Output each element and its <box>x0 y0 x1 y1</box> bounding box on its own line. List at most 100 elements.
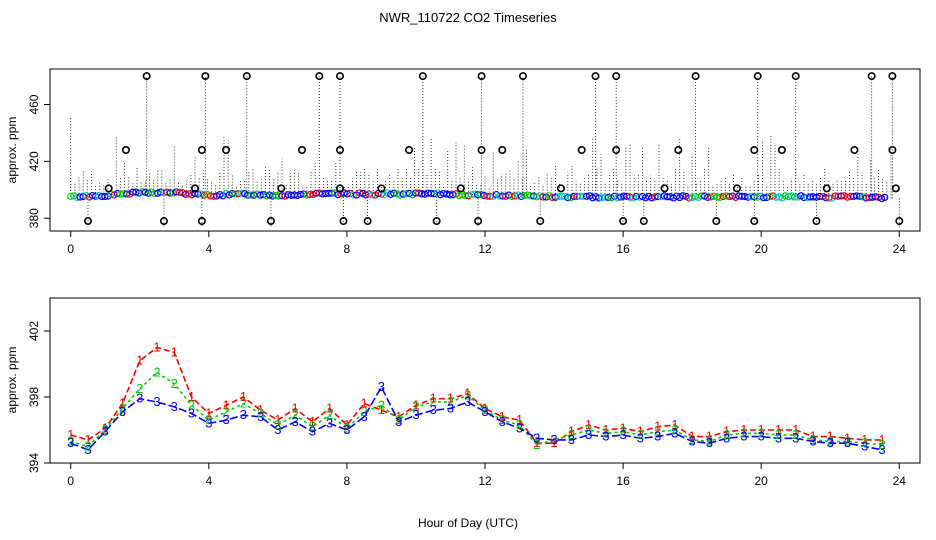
outlier-point <box>850 146 859 155</box>
bottom-series-lines <box>70 346 883 451</box>
x-tick-label: 4 <box>205 242 212 256</box>
outlier-point <box>83 217 92 226</box>
outlier-point <box>556 184 565 193</box>
series-2-marker: 2 <box>292 407 299 422</box>
y-tick-label: 394 <box>27 453 41 473</box>
baseline-point <box>175 188 184 196</box>
x-tick-label: 20 <box>755 242 769 256</box>
series-2-marker: 2 <box>222 404 229 419</box>
series-2-marker: 2 <box>689 432 696 447</box>
series-1-marker: 1 <box>827 429 834 444</box>
series-3-marker: 3 <box>119 404 126 419</box>
series-3-marker: 3 <box>102 424 109 439</box>
outlier-point <box>867 72 876 81</box>
series-2-marker: 2 <box>309 419 316 434</box>
outlier-point <box>335 146 344 155</box>
series-1-marker: 1 <box>516 412 523 427</box>
series-1-marker: 1 <box>378 402 385 417</box>
series-3-marker: 3 <box>343 422 350 437</box>
outlier-point <box>477 146 486 155</box>
series-2-marker: 2 <box>205 412 212 427</box>
series-1-marker: 1 <box>654 419 661 434</box>
outlier-point <box>750 146 759 155</box>
outlier-point <box>474 217 483 226</box>
series-1-marker: 1 <box>361 396 368 411</box>
top-panel: approx. ppm 0 4 8 12 16 20 24 380 420 460 <box>5 68 921 256</box>
x-tick-label: 20 <box>755 474 769 488</box>
series-2-marker: 2 <box>481 402 488 417</box>
outlier-point <box>222 146 231 155</box>
x-tick-label: 24 <box>893 242 907 256</box>
series-2-marker: 2 <box>102 422 109 437</box>
series-1-marker: 1 <box>430 391 437 406</box>
outlier-point <box>639 217 648 226</box>
series-2-marker: 2 <box>861 435 868 450</box>
series-1-marker: 1 <box>188 389 195 404</box>
series-2-marker: 2 <box>119 401 126 416</box>
series-line-3 <box>70 385 883 451</box>
outlier-point <box>197 146 206 155</box>
series-1-marker: 1 <box>758 422 765 437</box>
top-x-axis: 0 4 8 12 16 20 24 <box>67 231 906 256</box>
series-1-marker: 1 <box>844 430 851 445</box>
outlier-point <box>335 184 344 193</box>
outlier-point <box>895 217 904 226</box>
series-3-marker: 3 <box>464 394 471 409</box>
outlier-point <box>791 72 800 81</box>
series-2-marker: 2 <box>809 432 816 447</box>
series-2-marker: 2 <box>84 439 91 454</box>
baseline-point <box>101 192 109 201</box>
series-2-marker: 2 <box>637 427 644 442</box>
series-3-marker: 3 <box>188 406 195 421</box>
outlier-point <box>733 184 742 193</box>
outlier-point <box>536 217 545 226</box>
series-1-marker: 1 <box>309 414 316 429</box>
series-3-marker: 3 <box>619 427 626 442</box>
series-3-marker: 3 <box>240 407 247 422</box>
series-1-marker: 1 <box>792 422 799 437</box>
series-3-marker: 3 <box>809 434 816 449</box>
baseline-point <box>356 189 364 197</box>
series-1-marker: 1 <box>878 432 885 447</box>
series-2-marker: 2 <box>326 407 333 422</box>
outlier-point <box>266 217 275 226</box>
series-2-marker: 2 <box>619 424 626 439</box>
outlier-point <box>432 217 441 226</box>
outlier-point <box>363 217 372 226</box>
series-3-marker: 3 <box>67 435 74 450</box>
series-1-marker: 1 <box>619 420 626 435</box>
series-3-marker: 3 <box>153 394 160 409</box>
outlier-point <box>315 72 324 81</box>
series-1-marker: 1 <box>499 409 506 424</box>
outlier-point <box>750 217 759 226</box>
series-2-marker: 2 <box>758 425 765 440</box>
series-3-marker: 3 <box>723 430 730 445</box>
series-3-marker: 3 <box>257 409 264 424</box>
series-3-marker: 3 <box>689 434 696 449</box>
series-2-marker: 2 <box>257 406 264 421</box>
series-3-marker: 3 <box>447 401 454 416</box>
x-tick-label: 0 <box>67 242 74 256</box>
baseline-point <box>679 192 687 200</box>
baseline-point <box>486 192 494 200</box>
series-3-marker: 3 <box>205 415 212 430</box>
series-2-marker: 2 <box>395 412 402 427</box>
series-1-marker: 1 <box>257 402 264 417</box>
series-2-marker: 2 <box>171 376 178 391</box>
x-tick-label: 4 <box>205 474 212 488</box>
y-tick-label: 398 <box>27 387 41 407</box>
baseline-point <box>613 194 622 202</box>
outlier-point <box>104 184 113 193</box>
outlier-point <box>191 184 200 193</box>
series-2-marker: 2 <box>378 397 385 412</box>
x-tick-label: 24 <box>893 474 907 488</box>
series-1-marker: 1 <box>585 417 592 432</box>
series-3-marker: 3 <box>844 435 851 450</box>
x-axis-label: Hour of Day (UTC) <box>418 516 518 530</box>
series-3-marker: 3 <box>309 424 316 439</box>
series-1-marker: 1 <box>326 401 333 416</box>
outlier-point <box>612 146 621 155</box>
series-1-marker: 1 <box>84 432 91 447</box>
series-2-marker: 2 <box>740 425 747 440</box>
x-tick-label: 0 <box>67 474 74 488</box>
